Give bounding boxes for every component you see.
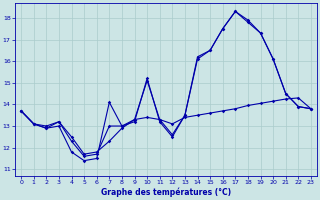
X-axis label: Graphe des températures (°C): Graphe des températures (°C) [101,188,231,197]
